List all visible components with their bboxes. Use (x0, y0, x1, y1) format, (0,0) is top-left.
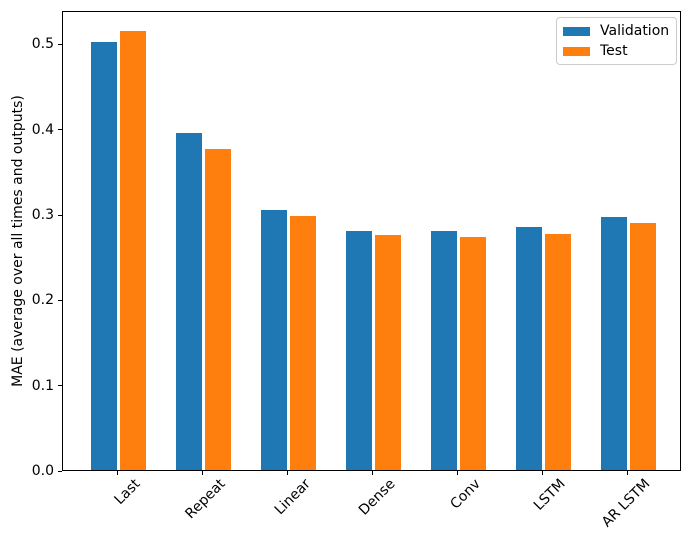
bar-test-last (120, 30, 146, 470)
x-tick-label-ar-lstm: AR LSTM (599, 476, 654, 531)
bar-validation-linear (261, 209, 287, 470)
plot-area (62, 11, 681, 471)
x-tick-mark-dense (371, 471, 373, 475)
y-tick-label-0.4: 0.4 (31, 121, 54, 138)
y-tick-label-0.3: 0.3 (31, 207, 54, 223)
bar-validation-conv (431, 231, 457, 470)
x-tick-mark-lstm (541, 471, 543, 475)
x-tick-label-last: Last (111, 476, 144, 508)
x-tick-mark-conv (456, 471, 458, 475)
legend-label-validation: Validation (600, 23, 670, 39)
bar-test-repeat (205, 149, 231, 470)
y-tick-mark-0.5 (58, 43, 62, 45)
legend-row-validation: Validation (563, 22, 670, 40)
x-tick-mark-last (116, 471, 118, 475)
bar-test-conv (460, 237, 486, 470)
x-tick-mark-repeat (201, 471, 203, 475)
y-tick-label-0.2: 0.2 (31, 292, 54, 309)
y-tick-mark-0.3 (58, 214, 62, 216)
x-tick-mark-linear (286, 471, 288, 475)
legend-swatch-icon-test (563, 46, 590, 56)
bar-validation-last (91, 42, 117, 470)
y-tick-mark-0.1 (58, 385, 62, 387)
bar-validation-repeat (176, 132, 202, 470)
legend-row-test: Test (563, 42, 668, 60)
x-tick-label-lstm: LSTM (530, 476, 569, 514)
bar-validation-dense (346, 231, 372, 470)
bar-validation-ar-lstm (601, 216, 627, 470)
x-tick-label-repeat: Repeat (182, 476, 229, 523)
bar-test-linear (290, 215, 316, 470)
bar-test-lstm (545, 233, 571, 470)
x-tick-label-linear: Linear (271, 476, 314, 519)
y-tick-mark-0.4 (58, 129, 62, 131)
y-tick-label-0.1: 0.1 (31, 377, 54, 394)
y-axis-label: MAE (average over all times and outputs) (10, 95, 26, 387)
y-tick-mark-0.2 (58, 299, 62, 301)
y-tick-label-0.0: 0.0 (31, 463, 54, 479)
y-tick-label-0.5: 0.5 (31, 36, 54, 53)
legend-swatch-icon-validation (563, 26, 590, 36)
legend: Validation Test (556, 17, 677, 65)
bar-test-ar-lstm (630, 222, 656, 470)
bar-validation-lstm (516, 226, 542, 470)
y-tick-mark-0.0 (58, 470, 62, 472)
legend-label-test: Test (600, 43, 628, 59)
x-tick-label-dense: Dense (356, 476, 399, 519)
bar-test-dense (375, 234, 401, 470)
x-tick-label-conv: Conv (447, 476, 484, 513)
x-tick-mark-ar-lstm (626, 471, 628, 475)
